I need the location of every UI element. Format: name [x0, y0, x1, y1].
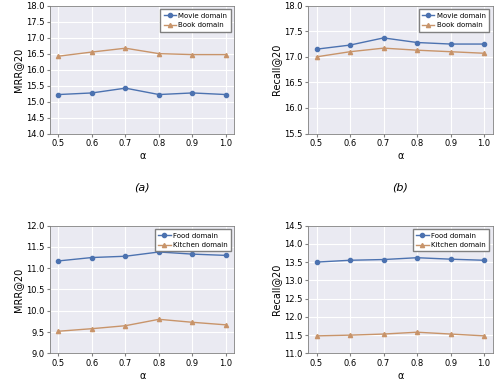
- Line: Food domain: Food domain: [56, 250, 228, 263]
- Movie domain: [122, 86, 128, 90]
- Food domain: [448, 257, 454, 261]
- Movie domain: [448, 42, 454, 46]
- X-axis label: α: α: [397, 151, 404, 161]
- Book domain: [122, 46, 128, 51]
- Food domain: [380, 257, 386, 262]
- Line: Movie domain: Movie domain: [56, 86, 228, 97]
- Food domain: [314, 260, 320, 264]
- Food domain: [481, 258, 487, 263]
- Kitchen domain: [223, 323, 229, 327]
- Legend: Food domain, Kitchen domain: Food domain, Kitchen domain: [413, 229, 489, 252]
- Food domain: [414, 255, 420, 260]
- Book domain: [190, 52, 196, 57]
- Food domain: [223, 253, 229, 258]
- X-axis label: α: α: [139, 371, 145, 380]
- Kitchen domain: [156, 317, 162, 321]
- Movie domain: [314, 47, 320, 51]
- Book domain: [314, 55, 320, 59]
- Movie domain: [56, 92, 62, 97]
- Movie domain: [190, 91, 196, 95]
- Kitchen domain: [414, 330, 420, 334]
- Kitchen domain: [56, 329, 62, 334]
- Kitchen domain: [190, 320, 196, 325]
- Kitchen domain: [314, 334, 320, 338]
- Legend: Movie domain, Book domain: Movie domain, Book domain: [418, 9, 489, 32]
- Food domain: [190, 252, 196, 257]
- Line: Book domain: Book domain: [56, 46, 228, 58]
- Line: Book domain: Book domain: [314, 46, 486, 59]
- Book domain: [380, 46, 386, 51]
- Movie domain: [223, 92, 229, 97]
- Movie domain: [414, 40, 420, 45]
- Movie domain: [481, 42, 487, 46]
- Kitchen domain: [89, 326, 95, 331]
- Kitchen domain: [347, 333, 353, 337]
- Line: Food domain: Food domain: [314, 256, 486, 264]
- Legend: Movie domain, Book domain: Movie domain, Book domain: [160, 9, 231, 32]
- Book domain: [481, 51, 487, 55]
- Book domain: [89, 50, 95, 54]
- Book domain: [347, 49, 353, 54]
- Text: (a): (a): [134, 182, 150, 192]
- Kitchen domain: [122, 323, 128, 328]
- Movie domain: [156, 92, 162, 97]
- Y-axis label: MRR@20: MRR@20: [13, 48, 23, 92]
- Food domain: [347, 258, 353, 263]
- Book domain: [448, 49, 454, 54]
- Movie domain: [380, 36, 386, 40]
- Line: Kitchen domain: Kitchen domain: [56, 317, 228, 333]
- Movie domain: [89, 91, 95, 95]
- X-axis label: α: α: [139, 151, 145, 161]
- Y-axis label: Recall@20: Recall@20: [272, 44, 281, 95]
- Kitchen domain: [481, 334, 487, 338]
- Food domain: [156, 250, 162, 254]
- Y-axis label: Recall@20: Recall@20: [272, 264, 281, 315]
- Kitchen domain: [448, 332, 454, 336]
- Book domain: [56, 54, 62, 59]
- Line: Movie domain: Movie domain: [314, 36, 486, 51]
- X-axis label: α: α: [397, 371, 404, 380]
- Food domain: [56, 259, 62, 263]
- Food domain: [122, 254, 128, 258]
- Kitchen domain: [380, 332, 386, 336]
- Text: (b): (b): [392, 182, 408, 192]
- Line: Kitchen domain: Kitchen domain: [314, 330, 486, 338]
- Movie domain: [347, 43, 353, 48]
- Book domain: [414, 48, 420, 52]
- Book domain: [223, 52, 229, 57]
- Book domain: [156, 51, 162, 56]
- Food domain: [89, 255, 95, 260]
- Legend: Food domain, Kitchen domain: Food domain, Kitchen domain: [154, 229, 231, 252]
- Y-axis label: MRR@20: MRR@20: [14, 268, 24, 312]
